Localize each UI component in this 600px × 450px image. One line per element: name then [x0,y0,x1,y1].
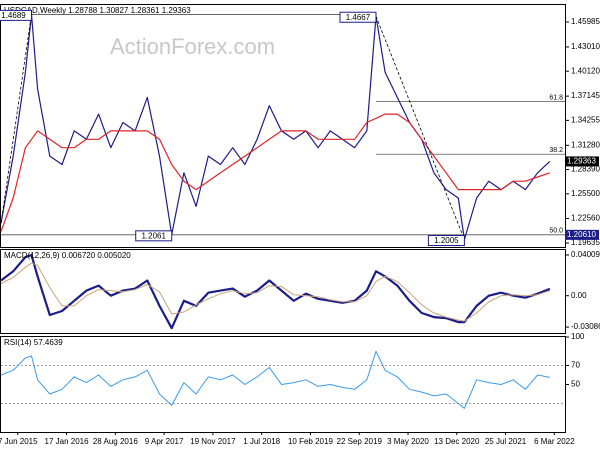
fib-label: 38.2 [549,147,563,154]
x-tick-label: 7 Jun 2015 [0,437,38,446]
annotation-box [427,235,465,247]
macd-panel [0,249,566,334]
x-tick-label: 19 Nov 2017 [190,437,236,446]
y-tick-label: 1.43010 [571,42,600,51]
series-line [0,113,550,232]
annotation-label: 1.2005 [434,236,459,245]
x-tick-label: 9 Apr 2017 [145,437,184,446]
price-panel [0,4,566,248]
annotation-label: 1.4667 [346,13,371,22]
x-tick-label: 3 May 2020 [387,437,429,446]
trend-line [375,16,465,240]
series-line [0,254,551,330]
series-line [0,13,551,241]
y-tick-label: 100 [571,332,585,341]
last-price-tag [565,156,599,167]
trend-line [0,14,32,224]
y-tick-label: 1.28390 [571,165,600,174]
y-tick-label: 1.19635 [571,238,600,247]
series-line [0,350,550,409]
y-tick-label: 1.34255 [571,115,600,124]
y-tick-label: 1.45985 [571,17,600,26]
x-tick-label: 13 Dec 2020 [434,437,480,446]
fib-label: 50.0 [549,228,563,235]
annotation-label: 1.2061 [141,231,166,240]
y-tick-label: 1.25500 [571,189,600,198]
series-line [0,262,550,322]
y-tick-label: 1.31280 [571,140,600,149]
annotation-box [0,9,32,21]
watermark: ActionForex.com [110,34,275,59]
x-tick-label: 25 Jul 2021 [485,437,527,446]
level-price-tag [565,229,599,240]
panel-title: MACD(12,26,9) 0.006720 0.005020 [4,251,131,260]
last-price-label: 1.29363 [567,157,596,166]
fib-label: 61.8 [549,94,563,101]
y-tick-label: 0.040094 [571,250,600,259]
y-tick-label: 1.22560 [571,214,600,223]
y-tick-label: 1.40120 [571,66,600,75]
x-tick-label: 22 Sep 2019 [337,437,383,446]
y-tick-label: 1.37145 [571,91,600,100]
annotation-label: 1.4689 [1,11,26,20]
y-tick-label: 50 [571,380,580,389]
x-tick-label: 1 Jul 2018 [243,437,280,446]
y-tick-label: -0.03086 [571,322,600,331]
x-tick-label: 10 Feb 2019 [288,437,333,446]
y-tick-label: 0.00 [571,291,587,300]
level-price-label: 1.20610 [567,230,596,239]
x-tick-label: 6 Mar 2022 [534,437,575,446]
x-tick-label: 17 Jan 2016 [45,437,90,446]
annotation-box [135,230,173,242]
panel-title: USDCAD,Weekly 1.28788 1.30827 1.28361 1.… [4,6,191,15]
panel-title: RSI(14) 57.4639 [4,338,63,347]
annotation-box [339,11,377,23]
y-tick-label: 70 [571,361,580,370]
x-tick-label: 28 Aug 2016 [93,437,138,446]
